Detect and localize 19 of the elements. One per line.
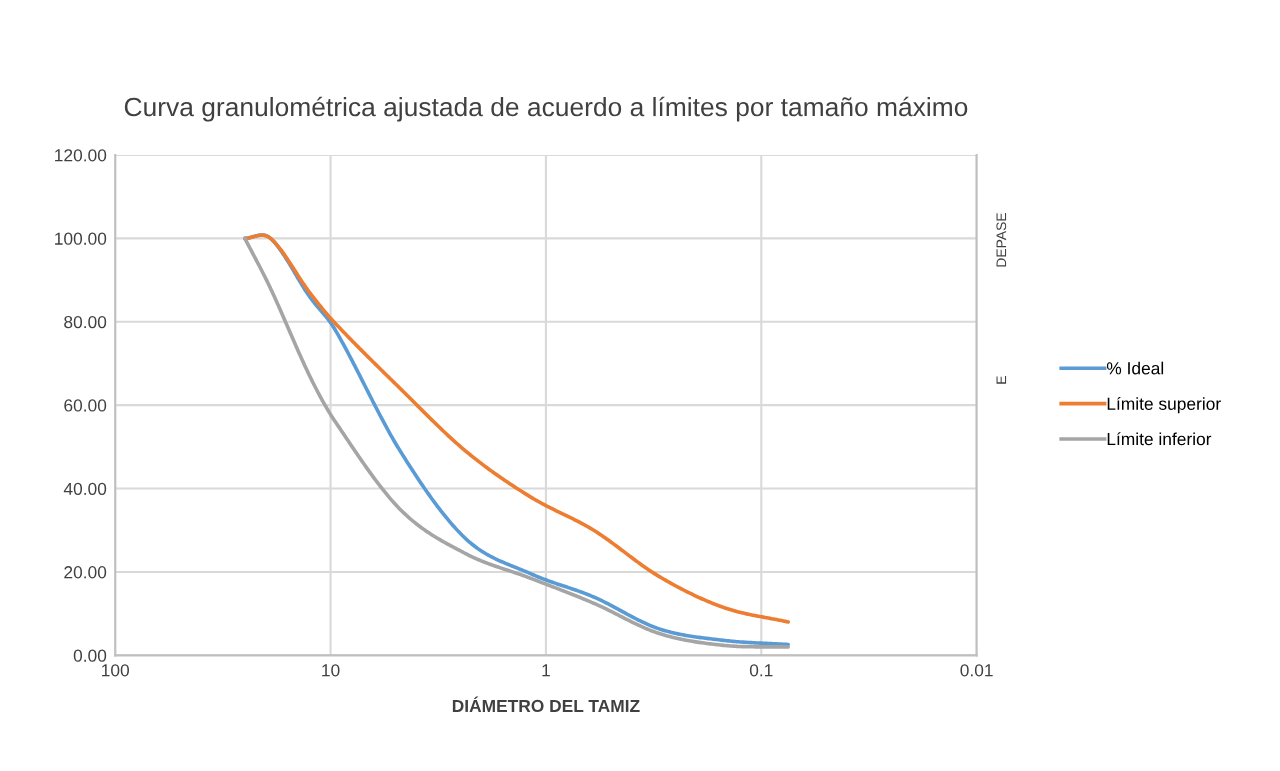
x-tick-label: 100 xyxy=(102,664,130,677)
text: E xyxy=(996,376,1007,384)
x-axis-title: DIÁMETRO DEL TAMIZ xyxy=(452,696,640,713)
x-tick-label: 0.01 xyxy=(960,664,993,677)
x-tick-label: 0.1 xyxy=(749,664,773,677)
y-tick-label: 120.00 xyxy=(55,149,107,162)
x-tick-label: 10 xyxy=(322,664,340,677)
y-tick-label: 40.00 xyxy=(63,482,107,496)
text: DEPASE xyxy=(996,212,1007,267)
legend-label: % Ideal xyxy=(1106,361,1164,375)
legend-label: Límite superior xyxy=(1107,396,1221,414)
y-tick-label: 60.00 xyxy=(64,399,107,412)
y-tick-label: 100.00 xyxy=(55,232,107,245)
y-tick-label: 20.00 xyxy=(64,566,107,579)
x-tick-label: 1 xyxy=(542,664,550,677)
legend-label: Límite inferior xyxy=(1107,432,1212,446)
chart-title: Curva granulométrica ajustada de acuerdo a límites por tamaño máximo xyxy=(124,96,968,122)
y-tick-label: 0.00 xyxy=(73,649,107,662)
y-tick-label: 80.00 xyxy=(64,315,107,329)
